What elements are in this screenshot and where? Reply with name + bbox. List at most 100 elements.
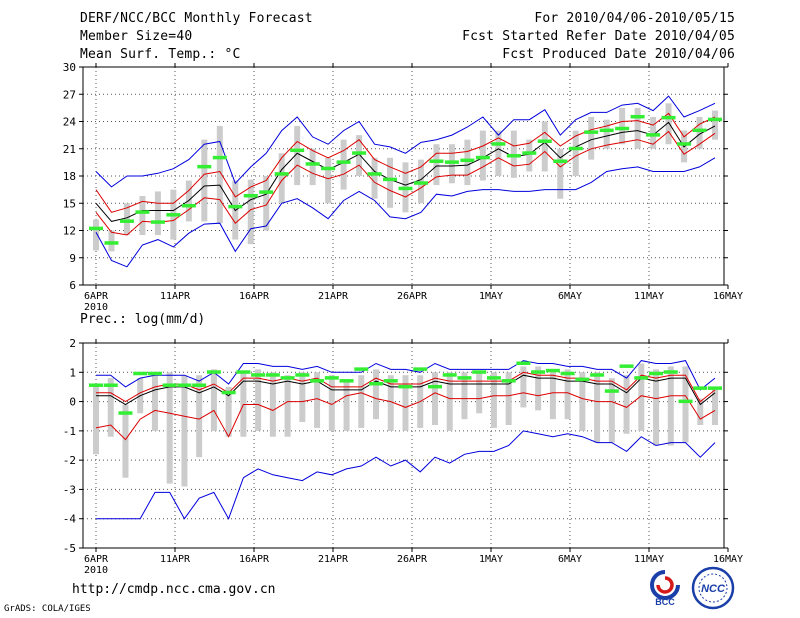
x-tick-label: 6APR [84, 291, 109, 302]
y-tick-label: 1 [69, 366, 76, 379]
y-tick-label: 21 [63, 143, 76, 156]
ensemble-box [667, 366, 674, 446]
ensemble-box [373, 369, 380, 420]
observed-mark [369, 382, 384, 386]
x-tick-label: 11APR [160, 554, 191, 565]
ncc-logo-text: NCC [701, 583, 726, 595]
observed-mark [692, 128, 707, 133]
bcc-logo-text: BCC [655, 597, 675, 607]
ensemble-box [343, 381, 350, 431]
ensemble-box [309, 148, 316, 186]
observed-mark [383, 177, 398, 182]
observed-mark [89, 383, 103, 387]
ensemble-box [328, 375, 335, 431]
observed-mark [228, 204, 243, 209]
observed-mark [413, 181, 428, 185]
ensemble-box [495, 130, 502, 176]
source-url[interactable]: http://cmdp.ncc.cma.gov.cn [72, 582, 276, 597]
x-tick-label: 26APR [397, 291, 428, 302]
ensemble-box [431, 372, 438, 425]
ensemble-box [535, 366, 542, 411]
observed-mark [89, 226, 103, 231]
forecast-period: For 2010/04/06-2010/05/15 [534, 11, 735, 26]
observed-mark [295, 373, 310, 377]
observed-mark [630, 114, 645, 119]
ensemble-box [107, 378, 114, 437]
ensemble-box [697, 398, 704, 425]
ensemble-box [154, 191, 161, 236]
variable-label: Mean Surf. Temp.: °C [80, 47, 241, 62]
observed-mark [457, 376, 472, 380]
x-tick-label: 16MAY [713, 554, 743, 565]
x-tick-label: 6MAY [558, 291, 582, 302]
observed-mark [634, 376, 649, 380]
observed-mark [177, 383, 192, 387]
fcst-started-date: Fcst Started Refer Date 2010/04/05 [462, 29, 735, 44]
observed-mark [516, 361, 531, 365]
observed-mark [192, 383, 207, 387]
series-lower-outer [95, 157, 716, 268]
ensemble-box [294, 126, 301, 186]
ensemble-box [371, 157, 378, 199]
observed-mark [150, 220, 165, 224]
ensemble-box [314, 372, 321, 428]
ensemble-box [340, 139, 347, 190]
x-tick-label: 1MAY [479, 554, 503, 565]
ensemble-box [549, 369, 556, 420]
observed-mark [354, 367, 369, 371]
observed-mark [575, 377, 590, 382]
ncc-logo: NCC [691, 566, 735, 610]
y-tick-label: 27 [63, 88, 76, 101]
observed-mark [274, 172, 289, 176]
ensemble-box [572, 130, 579, 176]
x-tick-label: 11APR [160, 291, 191, 302]
x-year-label: 2010 [84, 302, 108, 313]
y-tick-label: -1 [63, 425, 76, 438]
ensemble-box [603, 119, 610, 149]
ensemble-box [210, 369, 217, 431]
observed-mark [251, 373, 266, 377]
series-lower-inner [95, 392, 716, 441]
ensemble-box [93, 219, 99, 251]
y-tick-label: 24 [63, 116, 77, 129]
observed-mark [321, 166, 336, 171]
observed-mark [522, 151, 537, 155]
ensemble-box [263, 176, 270, 231]
ensemble-box [216, 126, 223, 224]
ensemble-box [225, 386, 232, 437]
ensemble-box [490, 372, 497, 428]
observed-mark [442, 373, 457, 377]
ensemble-box [325, 157, 332, 204]
ensemble-box [181, 375, 188, 487]
observed-mark [181, 203, 196, 208]
ensemble-box [269, 372, 276, 437]
observed-mark [162, 383, 177, 387]
ensemble-box [712, 110, 718, 140]
observed-mark [398, 384, 413, 389]
fcst-produced-date: Fcst Produced Date 2010/04/06 [502, 47, 735, 62]
observed-mark [646, 133, 661, 137]
ensemble-box [201, 139, 208, 222]
observed-mark [663, 370, 678, 374]
ensemble-box [196, 375, 203, 458]
observed-mark [147, 371, 162, 376]
observed-mark [243, 193, 258, 198]
x-tick-label: 6MAY [558, 554, 582, 565]
observed-mark [472, 370, 487, 374]
observed-mark [305, 162, 320, 166]
y-tick-label: -2 [63, 454, 76, 467]
ensemble-box [108, 230, 115, 252]
ensemble-box [579, 372, 586, 431]
observed-mark [133, 371, 148, 376]
ensemble-box [166, 372, 173, 484]
observed-mark [475, 155, 490, 160]
x-tick-label: 11MAY [634, 554, 664, 565]
panel-1 [79, 63, 729, 289]
observed-mark [398, 186, 413, 191]
observed-mark [352, 151, 367, 155]
x-tick-label: 26APR [397, 554, 428, 565]
observed-mark [677, 142, 692, 146]
observed-mark [429, 159, 444, 163]
observed-mark [413, 367, 428, 371]
x-tick-label: 21APR [318, 291, 349, 302]
